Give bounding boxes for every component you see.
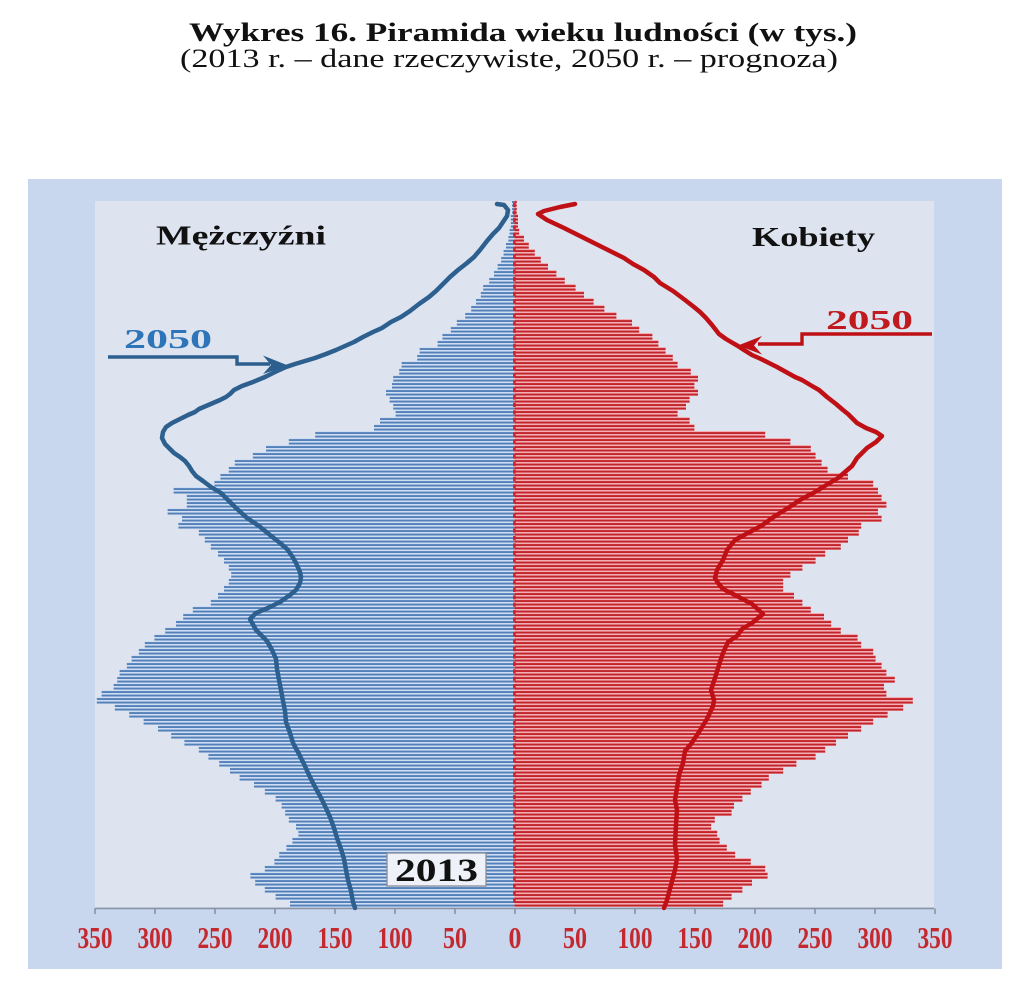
- svg-text:100: 100: [378, 920, 413, 955]
- svg-text:50: 50: [443, 920, 467, 955]
- svg-text:Wykres 16. Piramida wieku ludn: Wykres 16. Piramida wieku ludności (w ty…: [189, 18, 857, 47]
- svg-text:2050: 2050: [826, 305, 913, 335]
- svg-text:200: 200: [258, 920, 293, 955]
- svg-text:100: 100: [618, 920, 653, 955]
- svg-text:250: 250: [198, 920, 233, 955]
- svg-text:200: 200: [738, 920, 773, 955]
- svg-text:300: 300: [138, 920, 173, 955]
- svg-text:(2013 r. – dane rzeczywiste, 2: (2013 r. – dane rzeczywiste, 2050 r. – p…: [180, 44, 838, 73]
- svg-text:350: 350: [78, 920, 113, 955]
- svg-text:150: 150: [678, 920, 713, 955]
- svg-text:Mężczyźni: Mężczyźni: [156, 221, 327, 251]
- svg-text:0: 0: [509, 920, 522, 955]
- svg-text:Kobiety: Kobiety: [752, 222, 876, 252]
- svg-text:50: 50: [563, 920, 587, 955]
- svg-text:350: 350: [918, 920, 953, 955]
- svg-text:2050: 2050: [124, 324, 212, 354]
- svg-text:2013: 2013: [395, 853, 478, 889]
- svg-text:250: 250: [798, 920, 833, 955]
- svg-text:300: 300: [858, 920, 893, 955]
- svg-text:150: 150: [318, 920, 353, 955]
